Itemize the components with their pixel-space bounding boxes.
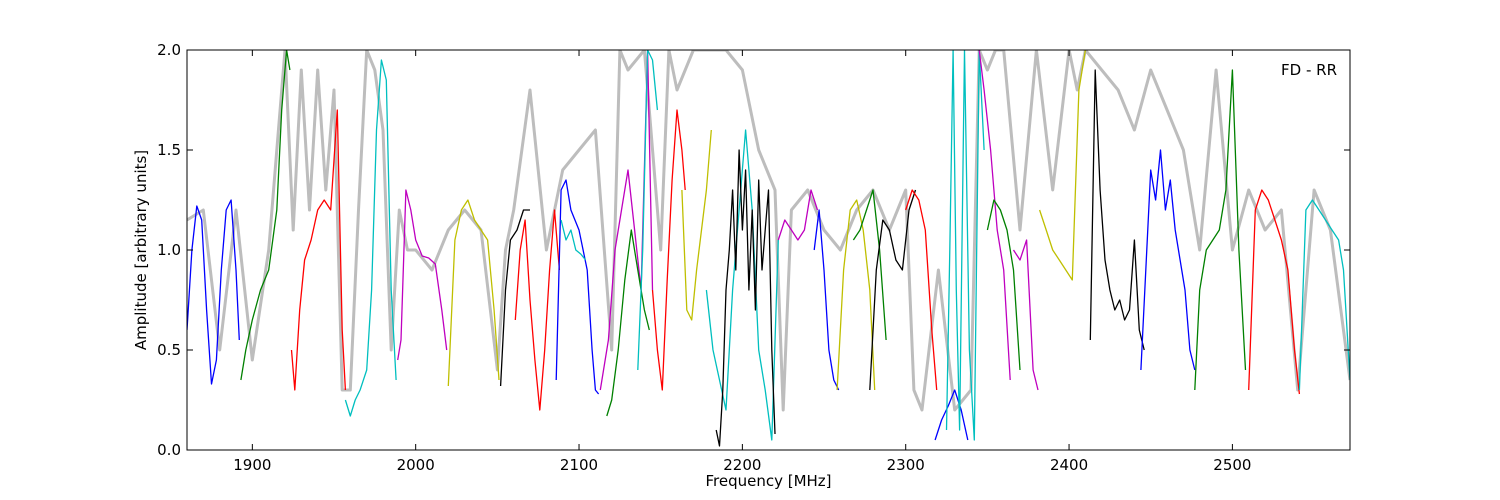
x-tick-label: 2300	[887, 456, 925, 474]
series-line-32	[1194, 69, 1247, 391]
series-line-2	[240, 50, 291, 381]
series-line-17	[715, 149, 776, 447]
x-axis-label: Frequency [MHz]	[705, 472, 831, 490]
y-axis-ticks: 0.0 0.5 1.0 1.5 2.0	[157, 41, 1350, 459]
series-line-1	[187, 199, 240, 385]
series-line-31	[1140, 149, 1196, 371]
series-line-27	[986, 199, 1021, 371]
series-line-33	[1248, 189, 1301, 395]
y-tick-label: 2.0	[157, 41, 181, 59]
series-line-24	[934, 389, 969, 441]
envelope-line	[187, 50, 1350, 412]
series-line-21	[852, 189, 887, 341]
x-tick-label: 2100	[560, 456, 598, 474]
series-line-5	[397, 189, 448, 361]
y-tick-label: 1.0	[157, 241, 181, 259]
series-layer	[187, 50, 1350, 447]
x-axis-ticks: 1900 2000 2100 2200 2300 2400 2500	[233, 50, 1251, 474]
y-tick-label: 1.5	[157, 141, 181, 159]
series-line-26	[978, 50, 1011, 381]
series-line-13	[637, 50, 659, 371]
series-line-30	[1089, 69, 1145, 351]
series-line-19	[813, 209, 840, 391]
series-line-12	[606, 229, 650, 417]
series-line-25	[945, 50, 985, 441]
plot-frame	[186, 49, 1351, 451]
series-line-29	[1038, 50, 1087, 281]
chart-annotation: FD - RR	[1281, 61, 1337, 79]
series-line-20	[836, 199, 876, 391]
series-line-14	[651, 109, 686, 391]
series-line-3	[290, 109, 347, 391]
series-line-9	[555, 179, 600, 395]
envelope-layer	[187, 50, 1350, 412]
series-line-11	[599, 50, 654, 391]
y-tick-label: 0.5	[157, 341, 181, 359]
x-tick-label: 2000	[397, 456, 435, 474]
series-line-28	[1012, 239, 1039, 391]
series-line-23	[905, 189, 938, 391]
series-line-7	[499, 209, 530, 387]
series-line-8	[514, 209, 561, 411]
series-line-4	[344, 59, 397, 417]
series-line-15	[681, 129, 712, 321]
series-line-16	[705, 129, 779, 441]
series-line-6	[447, 199, 500, 387]
y-axis-label: Amplitude [arbitrary units]	[132, 150, 150, 350]
x-tick-label: 1900	[233, 456, 271, 474]
x-tick-label: 2200	[723, 456, 761, 474]
x-tick-label: 2500	[1213, 456, 1251, 474]
series-line-22	[869, 189, 917, 391]
series-line-34	[1298, 199, 1350, 391]
y-tick-label: 0.0	[157, 441, 181, 459]
series-line-18	[777, 189, 819, 241]
series-line-10	[560, 219, 587, 261]
x-tick-label: 2400	[1050, 456, 1088, 474]
